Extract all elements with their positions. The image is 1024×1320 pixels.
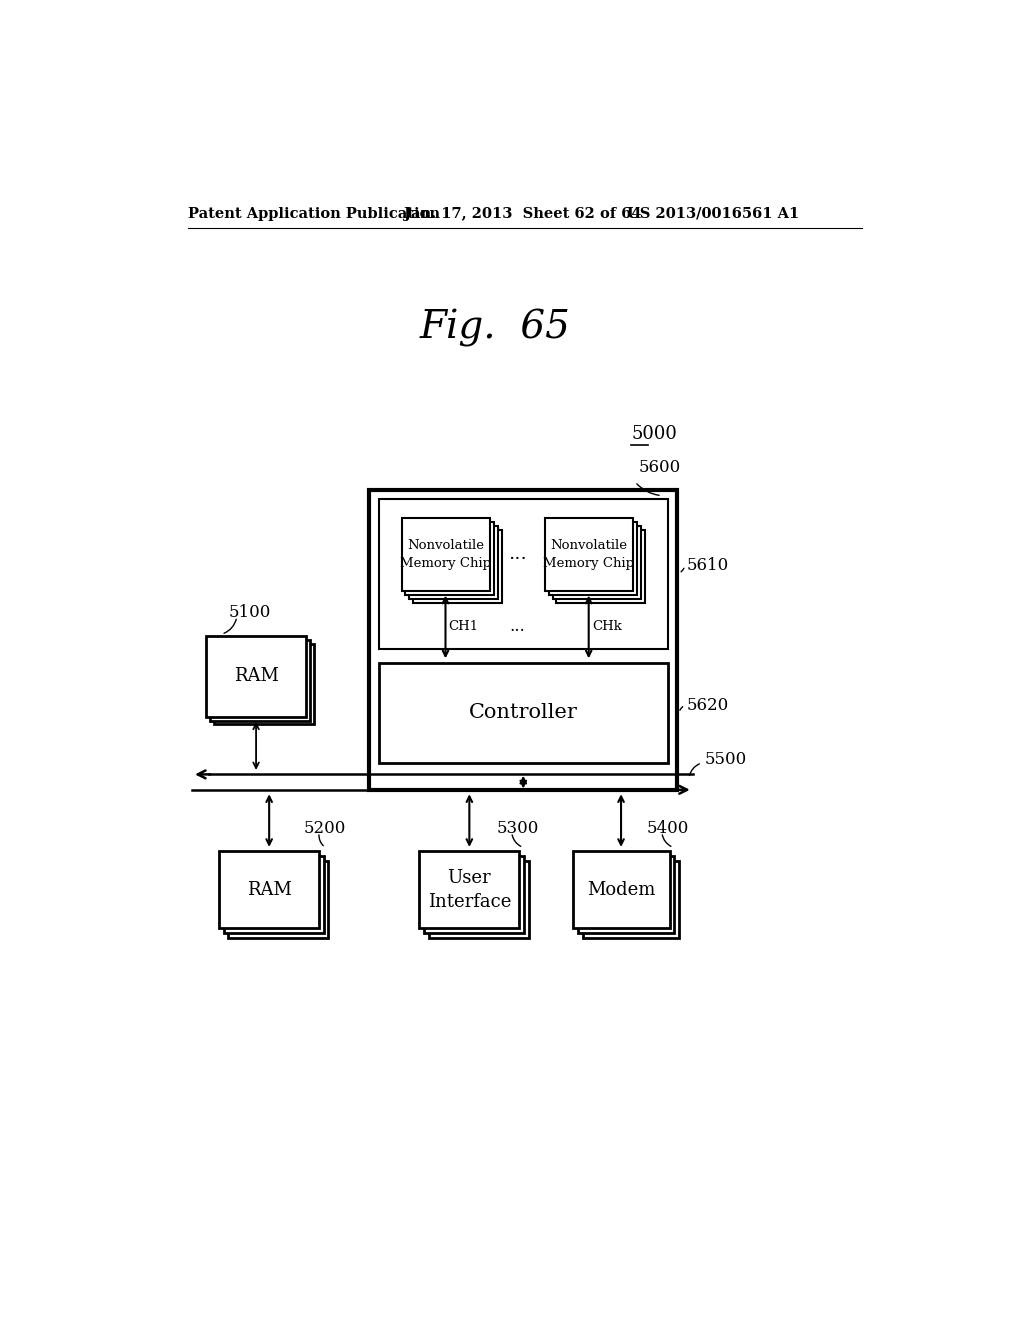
Text: CHk: CHk	[592, 620, 622, 634]
Text: User
Interface: User Interface	[428, 869, 511, 911]
Text: Patent Application Publication: Patent Application Publication	[188, 207, 440, 220]
Bar	[578, 857, 674, 933]
Bar	[406, 521, 494, 595]
Text: 5620: 5620	[686, 697, 729, 714]
Text: 5000: 5000	[631, 425, 677, 444]
Text: Controller: Controller	[469, 704, 578, 722]
Text: Nonvolatile
Memory Chip: Nonvolatile Memory Chip	[400, 539, 490, 570]
Text: CH1: CH1	[449, 620, 478, 634]
Text: 5300: 5300	[497, 820, 539, 837]
Text: 5400: 5400	[646, 820, 689, 837]
Bar	[223, 857, 324, 933]
Bar	[214, 644, 313, 725]
Text: 5500: 5500	[705, 751, 746, 767]
Text: Fig.  65: Fig. 65	[419, 309, 570, 347]
Bar	[545, 517, 634, 591]
Bar	[553, 525, 641, 599]
Text: 5100: 5100	[229, 605, 271, 622]
Bar	[556, 529, 645, 603]
Bar	[549, 521, 637, 595]
Bar	[228, 861, 329, 937]
Bar	[210, 640, 310, 721]
Bar	[219, 851, 319, 928]
Text: 5200: 5200	[304, 820, 346, 837]
Text: US 2013/0016561 A1: US 2013/0016561 A1	[628, 207, 800, 220]
Bar	[424, 857, 524, 933]
Bar	[410, 525, 498, 599]
Bar	[370, 490, 677, 789]
Text: Jan. 17, 2013  Sheet 62 of 64: Jan. 17, 2013 Sheet 62 of 64	[403, 207, 641, 220]
Text: ...: ...	[508, 545, 526, 564]
Bar	[419, 851, 519, 928]
Bar	[379, 499, 668, 649]
Bar	[573, 851, 670, 928]
Bar	[413, 529, 502, 603]
Bar	[583, 861, 679, 937]
Text: Nonvolatile
Memory Chip: Nonvolatile Memory Chip	[543, 539, 634, 570]
Text: 5610: 5610	[686, 557, 729, 574]
Text: RAM: RAM	[247, 880, 292, 899]
Bar	[401, 517, 490, 591]
Bar	[379, 663, 668, 763]
Bar	[206, 636, 306, 717]
Text: ...: ...	[509, 618, 525, 635]
Text: 5600: 5600	[639, 458, 681, 475]
Text: RAM: RAM	[233, 667, 279, 685]
Text: Modem: Modem	[587, 880, 655, 899]
Bar	[429, 861, 528, 937]
